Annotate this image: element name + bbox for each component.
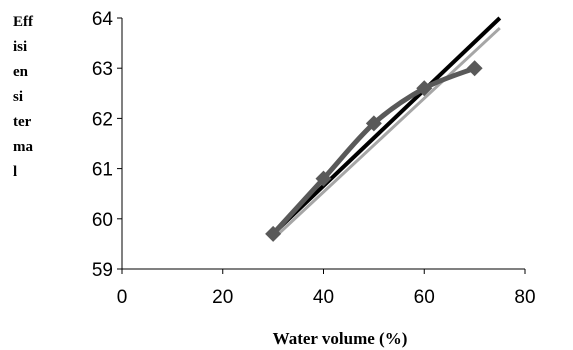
data-point-marker [466,60,483,77]
series-group [265,16,502,242]
y-axis-label-line: l [13,164,18,180]
data-point-marker [265,225,282,242]
y-tick-label: 64 [92,9,114,30]
tick-labels: 59 60 61 62 63 64 0 20 40 60 80 [92,9,536,308]
data-point-marker [416,80,433,97]
y-tick-label: 63 [92,59,113,80]
y-axis-label-line: isi [13,39,28,55]
x-tick-label: 20 [212,287,233,308]
y-tick-label: 61 [92,160,113,181]
x-axis-label: Water volume (%) [273,329,408,348]
y-axis-label-line: ter [13,114,32,130]
trendline-black [271,16,502,236]
y-tick-label: 60 [92,210,113,231]
x-tick-label: 0 [117,287,128,308]
axes [117,17,526,274]
y-tick-label: 59 [92,260,113,281]
trendline-grey [272,26,501,240]
data-point-marker [365,115,382,132]
y-axis-label-line: en [13,64,28,80]
data-point-marker [315,170,332,187]
y-axis-label-line: Eff [13,14,33,30]
y-axis-label-line: si [13,89,24,105]
x-tick-label: 40 [313,287,334,308]
y-axis-label-line: ma [13,139,33,155]
y-tick-label: 62 [92,109,113,130]
x-tick-label: 60 [414,287,435,308]
x-tick-label: 80 [514,287,535,308]
